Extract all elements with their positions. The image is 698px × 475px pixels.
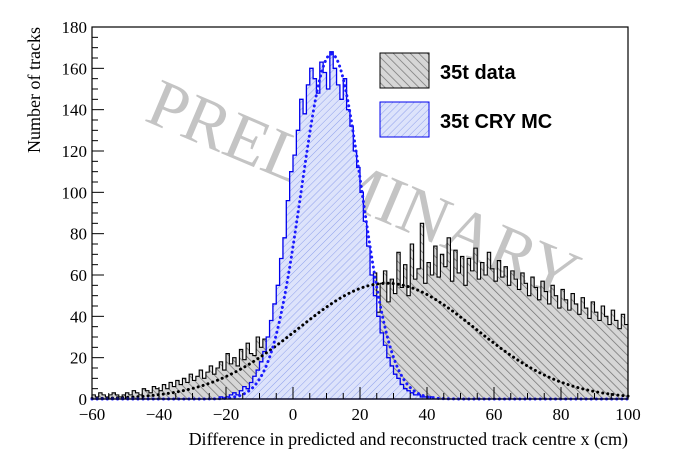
y-tick-label: 160 [62, 59, 88, 78]
y-tick-label: 80 [70, 225, 87, 244]
x-tick-label: 20 [352, 405, 369, 424]
x-tick-label: 60 [486, 405, 503, 424]
y-tick-label: 180 [62, 18, 88, 37]
y-tick-label: 140 [62, 101, 88, 120]
y-tick-label: 0 [79, 390, 88, 409]
fit-layer [90, 52, 630, 401]
legend-label-35t-cry-mc: 35t CRY MC [440, 111, 552, 133]
x-tick-label: 0 [289, 405, 298, 424]
y-tick-label: 100 [62, 183, 88, 202]
fit-curve-35t-data [90, 281, 630, 401]
y-tick-label: 20 [70, 349, 87, 368]
y-tick-label: 40 [70, 307, 87, 326]
x-tick-label: −20 [213, 405, 240, 424]
legend-swatch-35t-cry-mc [379, 101, 430, 138]
x-tick-label: −60 [79, 405, 106, 424]
legend: 35t data 35t CRY MC [379, 52, 552, 138]
x-axis: −60 −40 −20 0 20 40 60 80 100 [79, 387, 641, 424]
y-tick-label: 60 [70, 266, 87, 285]
x-axis-title: Difference in predicted and reconstructe… [189, 429, 628, 450]
x-tick-label: 100 [615, 405, 641, 424]
x-tick-label: 80 [553, 405, 570, 424]
y-tick-label: 120 [62, 142, 88, 161]
legend-label-35t-data: 35t data [440, 62, 516, 84]
x-tick-label: −40 [146, 405, 173, 424]
plot-area: PRELIMINARY [90, 26, 630, 401]
x-tick-label: 40 [419, 405, 436, 424]
y-axis: 0 20 40 60 80 100 120 140 160 180 [62, 18, 104, 409]
legend-swatch-35t-data [379, 52, 430, 89]
y-axis-title: Number of tracks [24, 27, 44, 153]
